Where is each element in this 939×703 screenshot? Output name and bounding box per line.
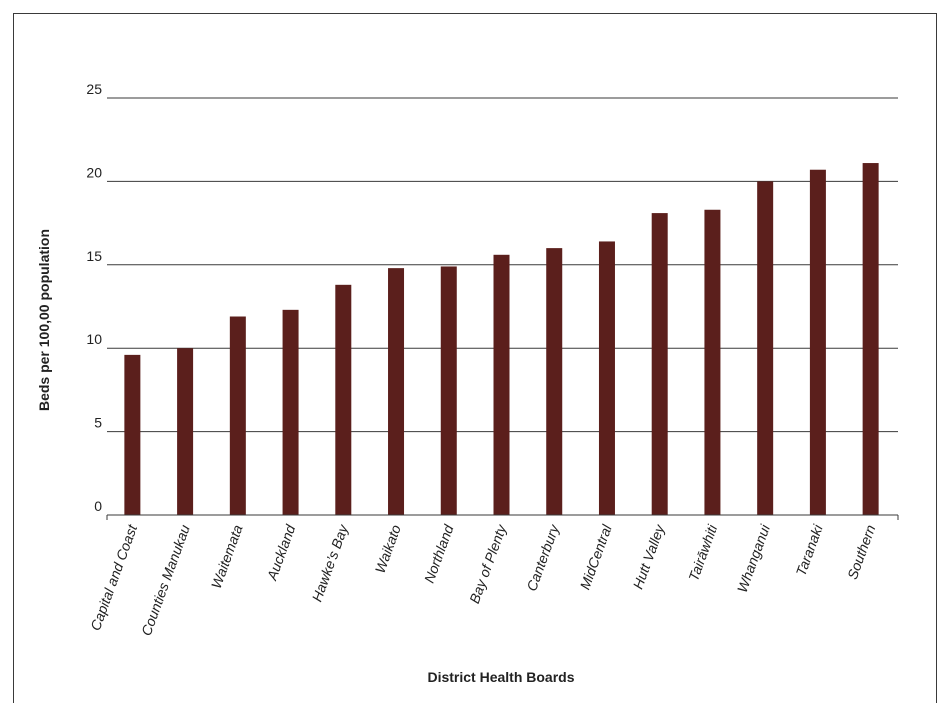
x-tick-label: Auckland — [263, 521, 298, 583]
y-axis-title: Beds per 100,00 population — [36, 229, 52, 411]
x-tick-label: Canterbury — [523, 522, 562, 593]
bar — [440, 266, 457, 515]
x-tick-label: Capital and Coast — [87, 522, 140, 633]
bar — [704, 209, 721, 516]
x-tick-label: Hutt Valley — [630, 522, 668, 592]
bar — [388, 268, 405, 515]
bar — [335, 284, 352, 515]
x-tick-label: Bay of Plenty — [466, 522, 510, 606]
y-tick-label: 15 — [86, 248, 102, 264]
y-tick-label: 20 — [86, 164, 102, 180]
bar — [177, 348, 194, 515]
y-tick-label: 5 — [94, 415, 102, 431]
bar — [809, 169, 826, 515]
bar — [229, 316, 246, 515]
x-tick-label: Southern — [844, 522, 879, 581]
bars — [124, 163, 879, 516]
bar — [598, 241, 615, 515]
x-tick-label: Whanganui — [734, 522, 774, 595]
x-tick-label: Taranaki — [792, 522, 826, 578]
bar — [282, 309, 299, 515]
y-tick-label: 10 — [86, 331, 102, 347]
chart-frame — [13, 13, 937, 703]
bar — [757, 181, 774, 515]
bar — [546, 248, 563, 515]
x-axis-title: District Health Boards — [427, 669, 574, 685]
bar — [493, 254, 510, 516]
bar — [651, 213, 668, 516]
x-tick-label: Waitemata — [208, 522, 246, 590]
x-tick-label: MidCentral — [577, 522, 615, 592]
x-tick-label: Waikato — [372, 522, 404, 575]
x-axis — [106, 514, 899, 520]
x-tick-label: Northland — [421, 521, 457, 585]
x-tick-label: Tairāwhiti — [685, 522, 720, 583]
y-tick-label: 25 — [86, 81, 102, 97]
bar — [124, 354, 141, 515]
bar — [862, 163, 879, 515]
y-tick-labels: 0 5 10 15 20 25 — [86, 81, 102, 514]
x-tick-label: Counties Manukau — [138, 522, 193, 637]
y-tick-label: 0 — [94, 498, 102, 514]
x-tick-label: Hawke’s Bay — [308, 522, 351, 604]
